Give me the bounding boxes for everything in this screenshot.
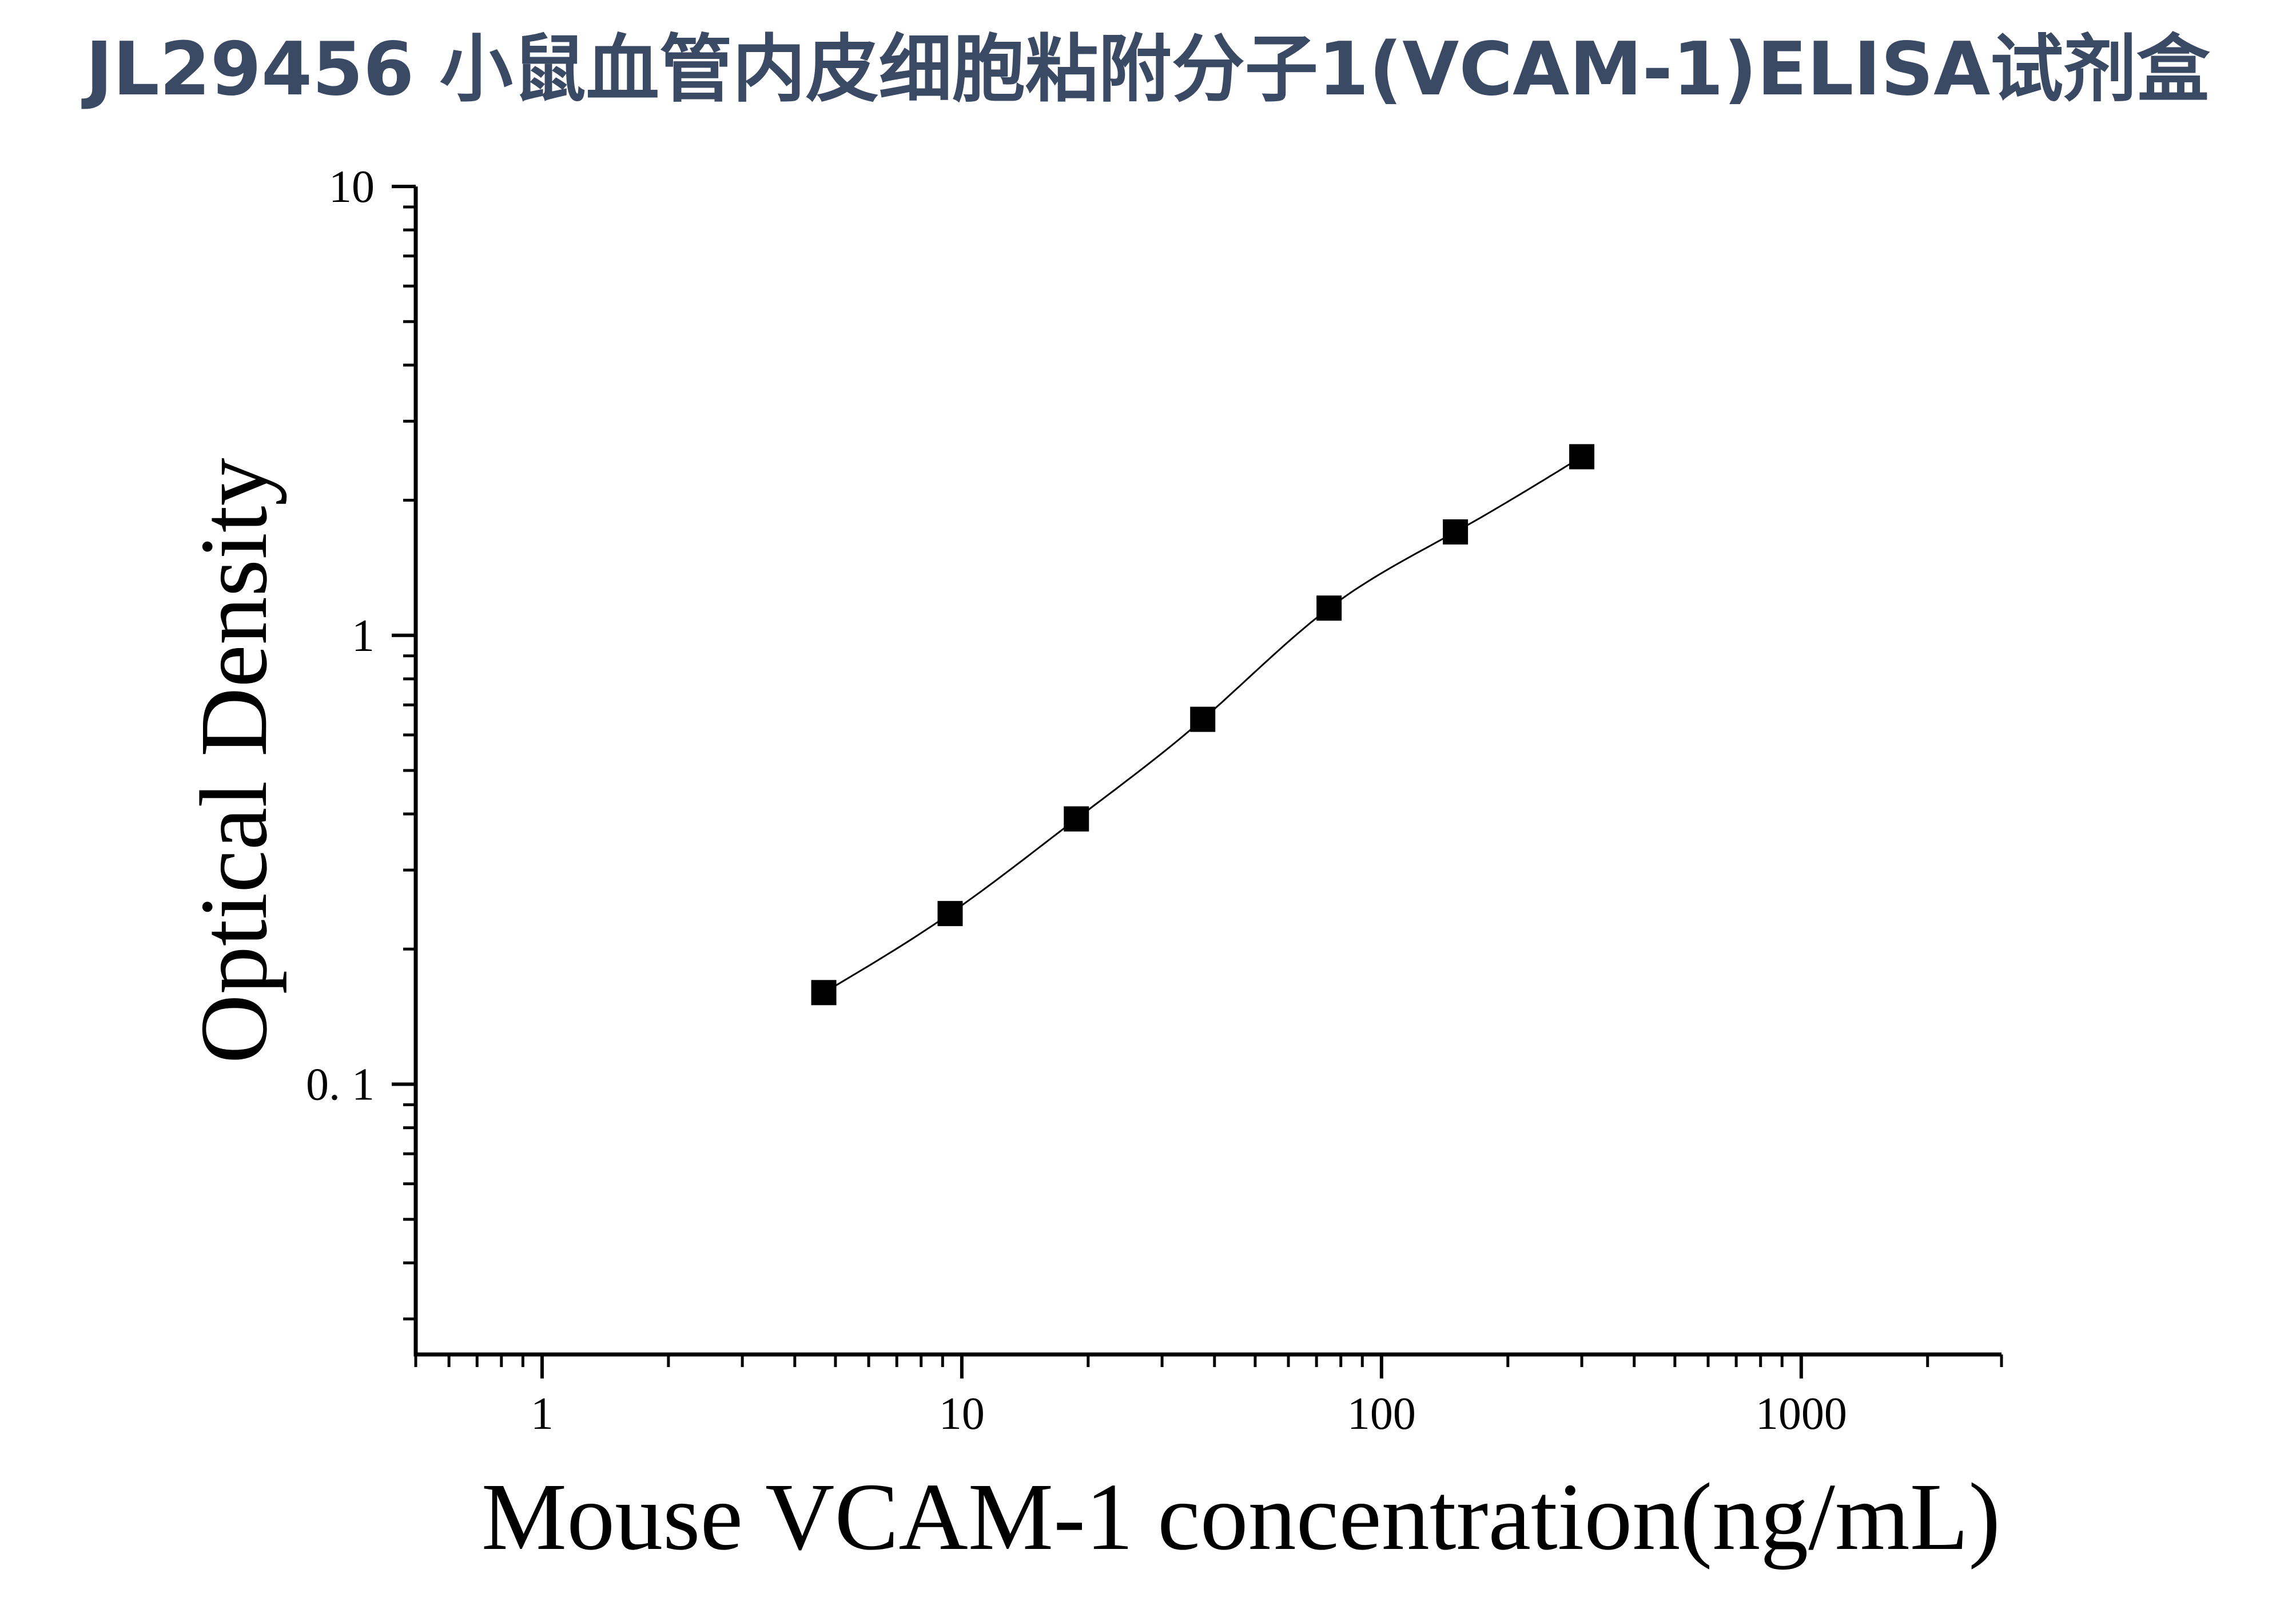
- x-tick-label: 10: [939, 1389, 985, 1439]
- data-point: [1569, 444, 1595, 470]
- data-point: [811, 980, 837, 1006]
- y-tick-label: 10: [329, 162, 375, 212]
- chart-title: JL29456 小鼠血管内皮细胞粘附分子1(VCAM-1)ELISA试剂盒: [81, 27, 2211, 112]
- data-point: [1064, 806, 1089, 832]
- x-tick-label: 100: [1347, 1389, 1416, 1439]
- y-tick-label: 1: [352, 611, 375, 661]
- data-point: [1190, 706, 1216, 732]
- x-tick-label: 1: [531, 1389, 554, 1439]
- data-points: [811, 444, 1595, 1006]
- y-axis-major-ticks: 0. 1 1 10: [306, 162, 416, 1110]
- x-axis-title: Mouse VCAM-1 concentration(ng/mL): [482, 1464, 2000, 1570]
- data-point: [1443, 519, 1469, 545]
- y-tick-label: 0. 1: [306, 1060, 375, 1110]
- data-point: [1316, 595, 1342, 621]
- data-point: [937, 901, 963, 927]
- x-axis-major-ticks: 1 10 100 1000: [531, 1354, 1847, 1439]
- x-tick-label: 1000: [1756, 1389, 1847, 1439]
- plot-area: 1 10 100 1000 0. 1 1 10: [306, 162, 2003, 1439]
- y-axis-title: Optical Density: [181, 458, 287, 1063]
